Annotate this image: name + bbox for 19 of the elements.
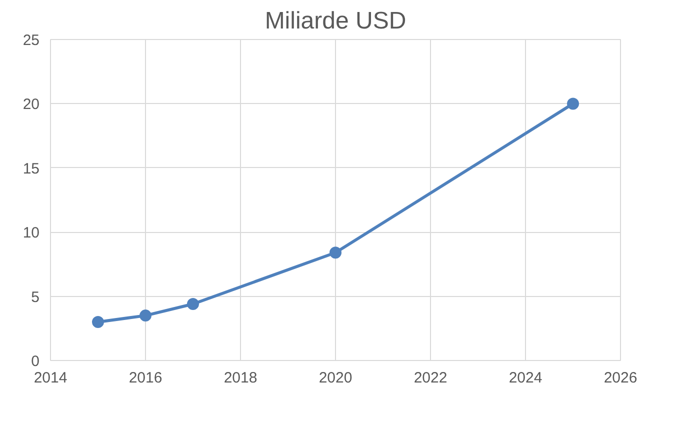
x-tick-label: 2020	[318, 370, 352, 386]
x-tick-label: 2024	[508, 370, 542, 386]
chart-title: Miliarde USD	[264, 8, 406, 34]
x-tick-label: 2016	[128, 370, 162, 386]
point	[567, 98, 579, 110]
point	[140, 310, 152, 322]
x-tick-label: 2022	[414, 370, 448, 386]
y-tick-label: 5	[31, 288, 40, 306]
y-tick-label: 25	[22, 32, 40, 49]
x-tick-label: 2026	[604, 370, 638, 386]
x-tick-label: 2014	[34, 370, 68, 386]
point	[187, 298, 199, 310]
y-tick-label: 15	[22, 160, 40, 178]
x-tick-label: 2018	[224, 370, 258, 386]
y-tick-label: 10	[22, 224, 40, 242]
y-tick-label: 0	[31, 353, 40, 370]
point	[92, 316, 104, 328]
point	[330, 246, 342, 259]
y-tick-label: 20	[22, 96, 40, 114]
